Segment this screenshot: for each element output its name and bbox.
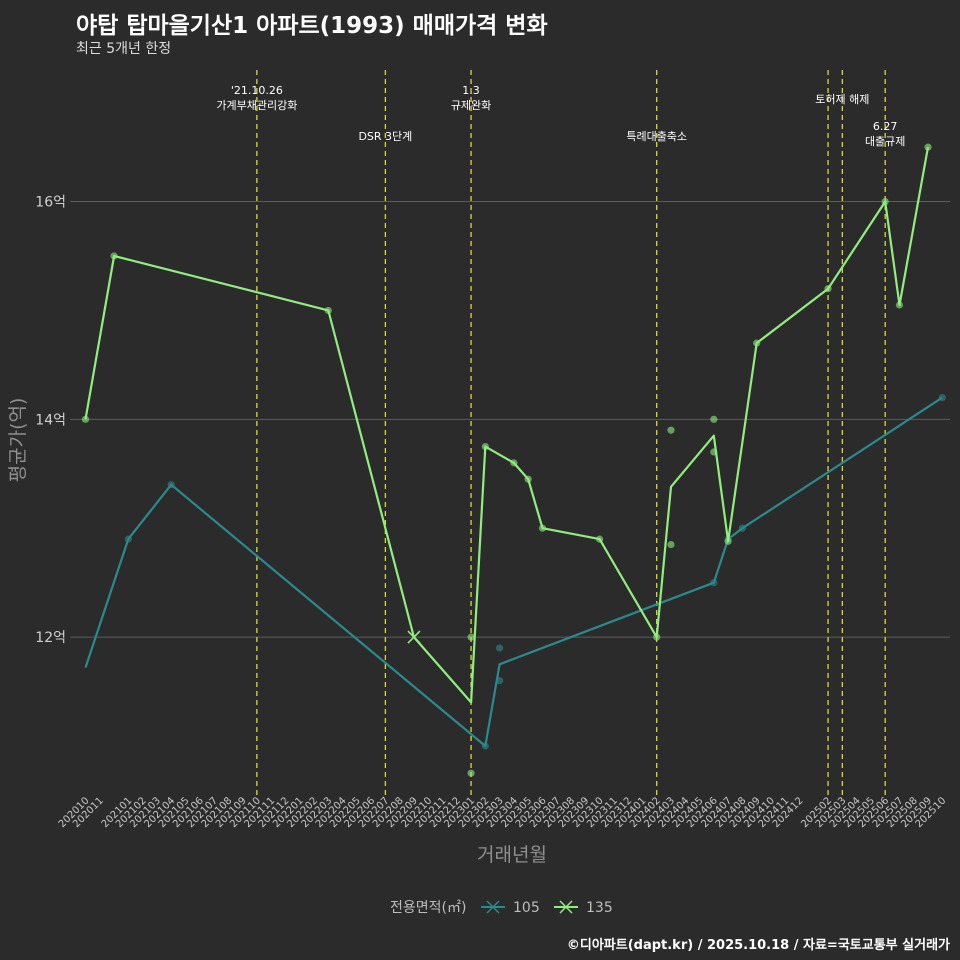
source-caption: ©디아파트(dapt.kr) / 2025.10.18 / 자료=국토교통부 실… bbox=[566, 938, 950, 953]
data-point-135 bbox=[924, 143, 932, 151]
y-tick-label: 12억 bbox=[35, 630, 66, 646]
data-point-105 bbox=[496, 677, 504, 685]
data-point-135 bbox=[324, 306, 332, 315]
data-point-105 bbox=[124, 535, 132, 543]
legend-key-marker-105 bbox=[486, 900, 500, 914]
data-point-135 bbox=[724, 537, 732, 545]
data-point-135 bbox=[653, 633, 661, 641]
data-point-135 bbox=[667, 540, 675, 549]
data-point-135 bbox=[881, 197, 889, 206]
data-point-135 bbox=[753, 339, 761, 347]
data-point-105 bbox=[738, 524, 746, 532]
y-tick-label: 14억 bbox=[35, 412, 66, 428]
y-axis-title: 평균가(억) bbox=[7, 398, 29, 483]
data-point-135 bbox=[895, 301, 904, 309]
chart-title: 야탑 탑마을기산1 아파트(1993) 매매가격 변화 bbox=[76, 13, 548, 39]
data-point-105 bbox=[496, 644, 504, 652]
event-annotation: 대출규제 bbox=[865, 135, 905, 148]
data-point-135 bbox=[467, 769, 475, 777]
event-annotation: 가계부채관리강화 bbox=[216, 99, 297, 112]
data-point-135 bbox=[667, 426, 675, 434]
event-annotation: 규제완화 bbox=[451, 99, 491, 112]
grid-layer bbox=[70, 201, 950, 638]
event-annotation: 토허제 해제 bbox=[815, 92, 869, 106]
chart-subtitle: 최근 5개년 한정 bbox=[76, 41, 172, 57]
data-point-135 bbox=[824, 285, 832, 293]
x-axis-title: 거래년월 bbox=[477, 844, 547, 866]
data-point-135 bbox=[710, 448, 718, 456]
data-point-135 bbox=[595, 535, 604, 543]
event-annotation: 6.27 bbox=[873, 120, 898, 133]
event-annotation: DSR 3단계 bbox=[358, 130, 412, 143]
data-point-105 bbox=[167, 481, 175, 489]
data-point-135 bbox=[524, 475, 532, 483]
legend: 전용면적(㎡) 105 135 bbox=[390, 900, 613, 916]
x-marker-135 bbox=[407, 630, 421, 644]
event-annotation: 특례대출축소 bbox=[626, 130, 687, 143]
data-point-105 bbox=[481, 742, 489, 750]
data-point-105 bbox=[938, 393, 946, 402]
series-layer bbox=[81, 143, 946, 777]
data-point-105 bbox=[710, 579, 718, 587]
y-tick-label: 16억 bbox=[35, 195, 66, 211]
event-annotation: '21.10.26 bbox=[231, 84, 283, 97]
data-point-135 bbox=[81, 415, 90, 423]
series-line-135 bbox=[84, 146, 930, 704]
data-point-135 bbox=[110, 252, 118, 260]
legend-label-105: 105 bbox=[513, 900, 540, 916]
event-annotation: 1.3 bbox=[462, 84, 480, 97]
data-point-135 bbox=[467, 633, 475, 641]
data-point-135 bbox=[510, 459, 518, 467]
series-line-105 bbox=[84, 396, 943, 748]
data-point-135 bbox=[481, 442, 489, 451]
data-point-135 bbox=[538, 524, 547, 532]
x-axis: 2020102020112021012021022021032021042021… bbox=[57, 795, 949, 830]
data-point-135 bbox=[710, 415, 718, 423]
legend-title: 전용면적(㎡) bbox=[390, 900, 466, 916]
legend-label-135: 135 bbox=[586, 900, 613, 916]
y-axis: 12억 14억 16억 bbox=[35, 195, 66, 647]
legend-key-marker-135 bbox=[559, 900, 573, 914]
